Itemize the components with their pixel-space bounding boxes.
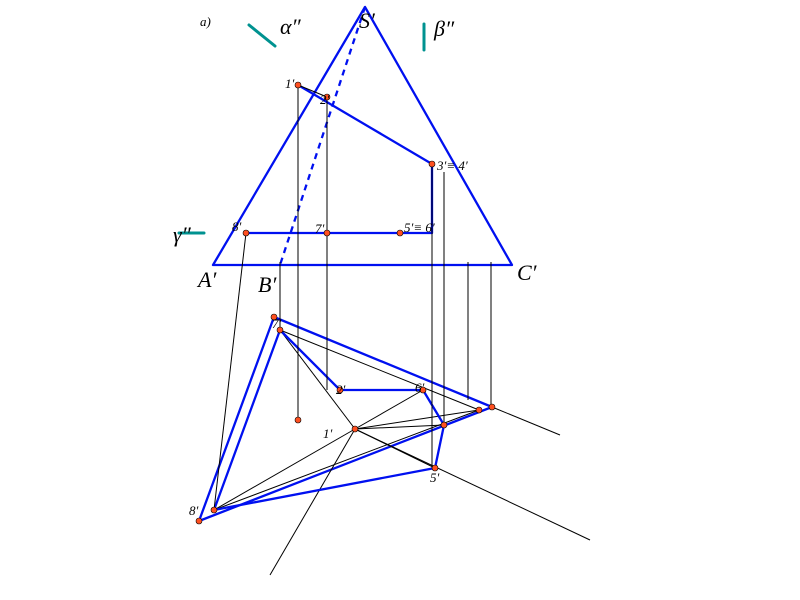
label-3'4': 3′≡ 4′ [437,158,468,174]
label-p6: 6′ [415,380,424,396]
label-7': 7′ [315,221,324,237]
label-a): а) [200,14,211,30]
label-p2: 2′ [336,382,345,398]
label-A: A′ [198,267,216,293]
label-C: C′ [517,260,537,286]
label-p7: 7′ [272,316,281,332]
label-alpha: α″ [280,14,301,40]
label-2': 2′ [320,92,329,108]
label-beta: β″ [434,16,454,42]
label-S: S′ [359,8,375,34]
label-8': 8′ [232,219,241,235]
label-p5: 5′ [430,470,439,486]
label-p8: 8′ [189,503,198,519]
label-gamma: γ″ [173,222,191,248]
label-1': 1′ [285,76,294,92]
label-B: B′ [258,272,276,298]
label-5'6': 5′≡ 6′ [404,220,435,236]
label-p1: 1′ [323,426,332,442]
